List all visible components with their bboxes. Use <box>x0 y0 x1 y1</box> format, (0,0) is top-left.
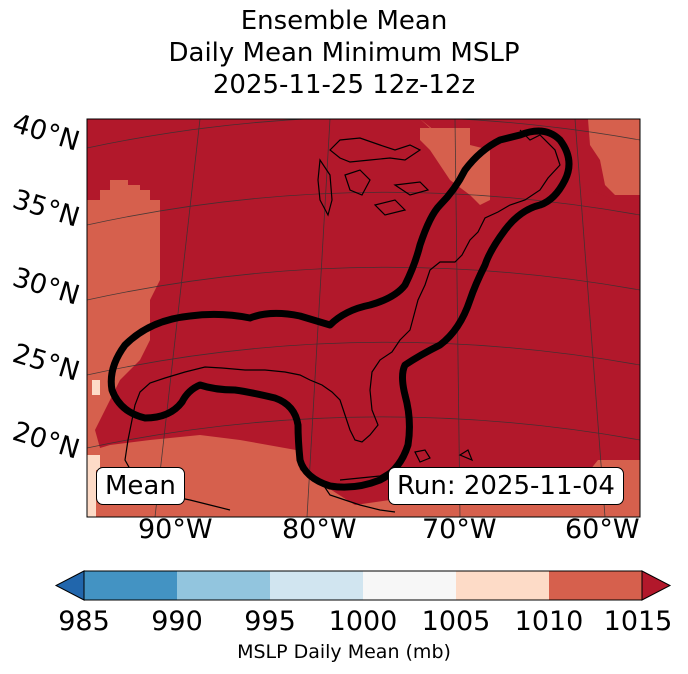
title-line-2: Daily Mean Minimum MSLP <box>168 38 520 68</box>
ensemble-contour <box>107 127 573 491</box>
colorbar-tick-990: 990 <box>151 606 203 637</box>
lon-label-70w: 70°W <box>422 514 497 545</box>
colorbar-over-arrow <box>641 570 672 601</box>
pressure-field-1010-1015-n <box>420 128 490 205</box>
colorbar-bin-1010-1015 <box>549 571 642 600</box>
colorbar-frame <box>83 570 643 601</box>
coastlines <box>124 129 561 513</box>
colorbar-bin-990-995 <box>177 571 270 600</box>
colorbar-tick-1010: 1010 <box>514 606 584 637</box>
colorbar-bin-985-990 <box>84 571 177 600</box>
colorbar <box>54 570 672 601</box>
colorbar-bin-995-1000 <box>270 571 363 600</box>
colorbar-tick-1015: 1015 <box>603 606 673 637</box>
title-line-1: Ensemble Mean <box>240 6 448 36</box>
pressure-field-1005-1010 <box>87 380 100 517</box>
lon-label-60w: 60°W <box>565 514 640 545</box>
colorbar-tick-1005: 1005 <box>421 606 491 637</box>
colorbar-bin-1000-1005 <box>363 571 456 600</box>
run-date-badge: Run: 2025-11-04 <box>388 467 624 505</box>
colorbar-tick-995: 995 <box>244 606 296 637</box>
colorbar-under-arrow <box>54 570 85 601</box>
colorbar-label: MSLP Daily Mean (mb) <box>237 641 451 663</box>
lon-label-90w: 90°W <box>138 514 213 545</box>
title-line-3: 2025-11-25 12z-12z <box>212 70 476 100</box>
colorbar-tick-985: 985 <box>58 606 110 637</box>
map-frame <box>86 118 641 518</box>
pressure-field-over-1015 <box>87 119 640 505</box>
colorbar-bin-1005-1010 <box>456 571 549 600</box>
mean-badge: Mean <box>96 467 185 505</box>
lon-label-80w: 80°W <box>282 514 357 545</box>
pressure-field-over-1015-ne <box>420 119 640 200</box>
colorbar-tick-1000: 1000 <box>328 606 398 637</box>
